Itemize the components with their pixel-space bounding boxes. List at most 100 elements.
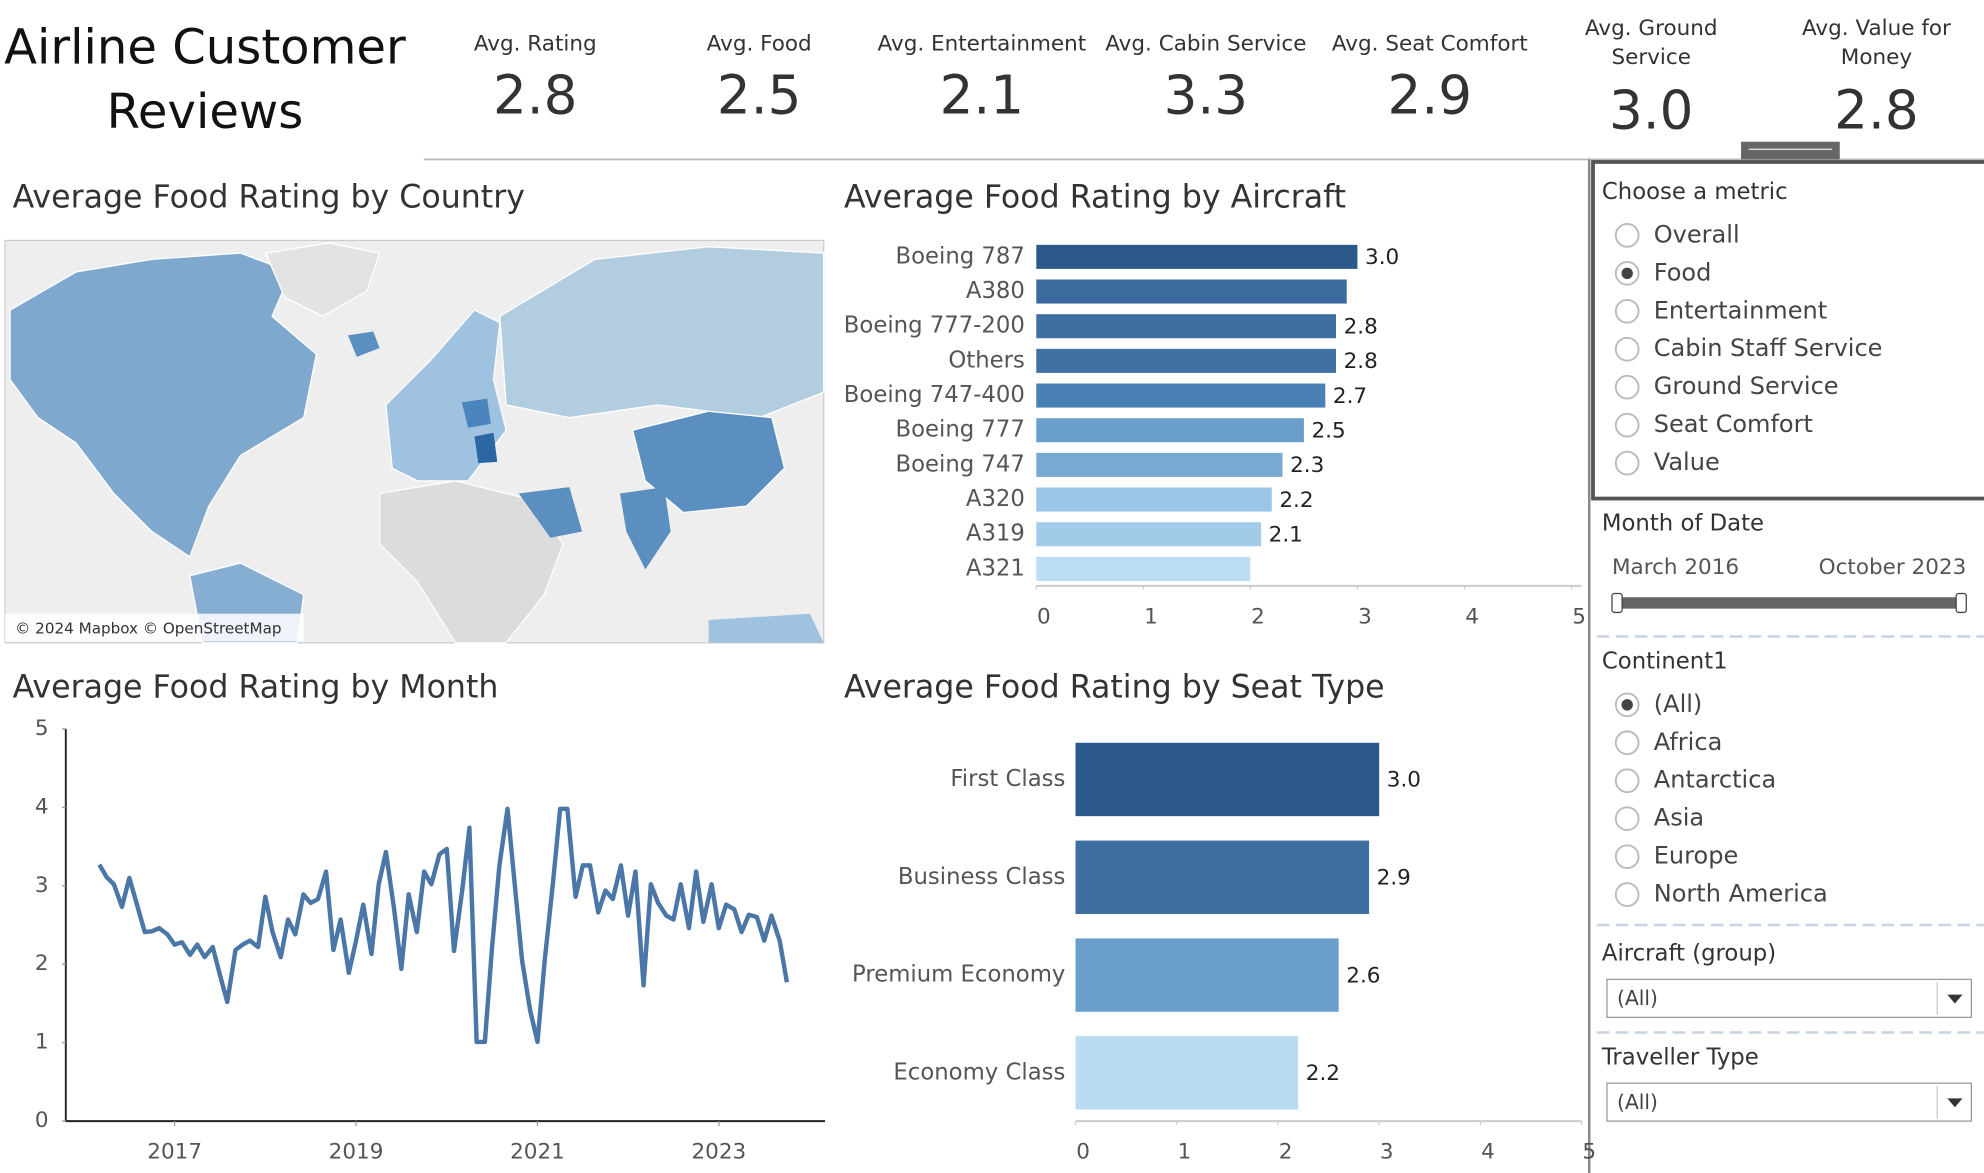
kpi-label: Avg. Food — [707, 31, 812, 56]
x-tick-label: 1 — [1144, 605, 1158, 630]
radio[interactable] — [1614, 844, 1640, 869]
value-label: 2.8 — [1344, 349, 1378, 374]
date-end: October 2023 — [1819, 555, 1967, 580]
radio-label[interactable]: Entertainment — [1654, 296, 1827, 324]
radio-label[interactable]: Overall — [1654, 220, 1740, 248]
dropdown-arrow — [1947, 994, 1963, 1004]
romania — [474, 432, 498, 464]
value-label: 2.5 — [1311, 418, 1345, 443]
slider-handle[interactable] — [1955, 592, 1967, 614]
kpi-label: Avg. Value for — [1802, 16, 1951, 41]
x-tick-label: 4 — [1481, 1140, 1495, 1165]
bar — [1036, 452, 1283, 477]
value-label: 3.0 — [1365, 245, 1399, 270]
category-label: Boeing 747-400 — [844, 382, 1025, 408]
kpi-value: 2.8 — [493, 64, 577, 126]
bar — [1075, 938, 1339, 1012]
radio[interactable] — [1614, 730, 1640, 756]
radio-label[interactable]: Value — [1654, 448, 1720, 476]
y-tick-label: 1 — [35, 1030, 49, 1055]
russia — [499, 246, 825, 419]
chart-title: Average Food Rating by Country — [13, 180, 525, 216]
map: © 2024 Mapbox © OpenStreetMap — [4, 239, 825, 644]
australia — [708, 613, 824, 643]
category-label: Boeing 777-200 — [844, 313, 1025, 339]
bar — [1075, 1036, 1299, 1110]
kpi-label: Avg. Rating — [474, 31, 597, 56]
radio[interactable] — [1614, 336, 1640, 362]
radio-label[interactable]: Africa — [1654, 728, 1723, 756]
category-label: A319 — [966, 521, 1025, 547]
radio-label[interactable]: Seat Comfort — [1654, 410, 1813, 438]
filter-title: Month of Date — [1602, 510, 1764, 536]
y-tick-label: 5 — [35, 716, 49, 741]
radio-label[interactable]: Europe — [1654, 842, 1739, 870]
north-america — [9, 252, 318, 558]
radio[interactable] — [1614, 768, 1640, 794]
value-label: 2.9 — [1377, 866, 1411, 891]
y-tick-label: 4 — [35, 794, 49, 819]
value-label: 2.2 — [1279, 488, 1313, 513]
x-tick-label: 2021 — [510, 1140, 565, 1165]
category-label: Boeing 777 — [895, 417, 1024, 443]
category-label: A380 — [966, 278, 1025, 304]
radio-label[interactable]: Asia — [1654, 804, 1704, 832]
filter-title: Traveller Type — [1601, 1044, 1759, 1070]
category-label: Others — [948, 347, 1025, 373]
x-tick-label: 0 — [1076, 1140, 1090, 1165]
value-label: 2.1 — [1269, 523, 1303, 548]
radio[interactable] — [1614, 374, 1640, 400]
kpi-label: Service — [1611, 45, 1690, 70]
chart-title: Average Food Rating by Month — [13, 669, 499, 705]
slider-track[interactable] — [1617, 597, 1962, 609]
date-start: March 2016 — [1612, 555, 1739, 580]
bar — [1036, 314, 1337, 339]
attribution-bg — [5, 613, 304, 642]
category-label: Economy Class — [893, 1059, 1065, 1085]
bar — [1036, 418, 1304, 443]
category-label: Boeing 747 — [895, 451, 1024, 477]
bar — [1075, 742, 1380, 817]
bar — [1036, 487, 1272, 512]
dashboard-title: Airline Customer — [4, 20, 406, 76]
x-tick-label: 2 — [1279, 1140, 1293, 1165]
radio-label[interactable]: North America — [1654, 880, 1828, 908]
category-label: First Class — [950, 766, 1065, 792]
kpi-label: Avg. Entertainment — [878, 31, 1087, 56]
kpi-value: 2.1 — [940, 64, 1024, 126]
greenland — [264, 242, 381, 318]
chart-title: Average Food Rating by Aircraft — [844, 180, 1346, 216]
chart-title: Average Food Rating by Seat Type — [844, 669, 1385, 705]
x-tick-label: 0 — [1037, 605, 1051, 630]
value-label: 2.6 — [1346, 963, 1380, 988]
china — [631, 410, 786, 514]
category-label: Business Class — [898, 864, 1066, 890]
kpi-value: 3.3 — [1164, 64, 1248, 126]
radio[interactable] — [1614, 450, 1640, 476]
radio[interactable] — [1614, 806, 1640, 832]
radio-label[interactable]: (All) — [1654, 690, 1703, 718]
kpi-label: Money — [1841, 45, 1913, 70]
dropdown-value: (All) — [1617, 1090, 1658, 1114]
filter-title: Choose a metric — [1602, 179, 1788, 205]
x-tick-label: 2023 — [691, 1140, 746, 1165]
category-label: A320 — [966, 486, 1025, 512]
radio-label[interactable]: Food — [1654, 258, 1712, 286]
iceland — [347, 331, 380, 357]
y-tick-label: 0 — [35, 1108, 49, 1133]
radio[interactable] — [1614, 223, 1640, 248]
radio[interactable] — [1614, 882, 1640, 907]
radio-label[interactable]: Antarctica — [1654, 766, 1776, 794]
bar — [1036, 522, 1262, 547]
dropdown[interactable] — [1606, 978, 1972, 1018]
radio-label[interactable]: Ground Service — [1654, 372, 1839, 400]
filter-title: Continent1 — [1602, 648, 1728, 674]
radio[interactable] — [1614, 298, 1640, 324]
value-label: 2.7 — [1333, 384, 1367, 409]
radio-label[interactable]: Cabin Staff Service — [1654, 334, 1883, 362]
category-label: Boeing 787 — [895, 243, 1024, 269]
slider-handle[interactable] — [1611, 592, 1623, 614]
dropdown[interactable] — [1606, 1082, 1972, 1122]
kpi-value: 3.0 — [1609, 80, 1693, 142]
radio[interactable] — [1614, 412, 1640, 438]
